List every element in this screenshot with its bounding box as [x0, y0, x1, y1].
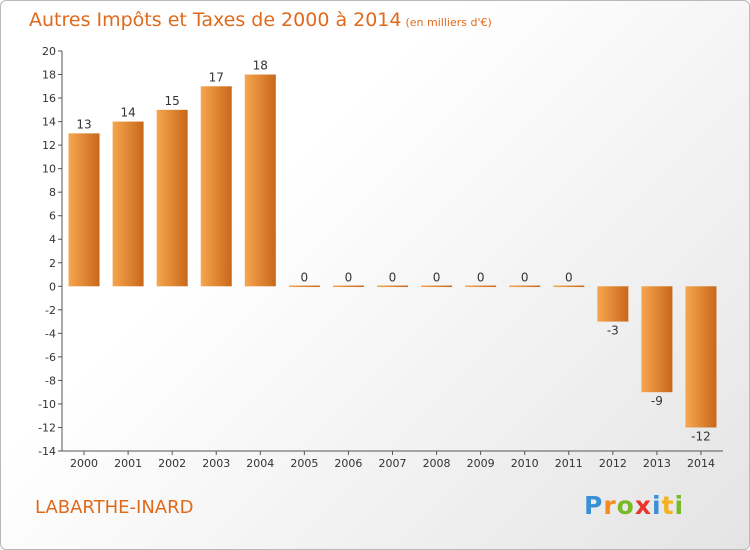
logo-letter: r: [603, 491, 617, 520]
data-label: 13: [76, 117, 91, 131]
bar: [68, 133, 100, 287]
bar: [641, 286, 673, 393]
chart-title-text: Autres Impôts et Taxes de 2000 à 2014: [29, 9, 402, 31]
y-tick-label: -2: [45, 304, 56, 317]
logo-letter: i: [674, 491, 685, 520]
x-tick-label: 2002: [158, 457, 186, 470]
x-tick-label: 2011: [555, 457, 583, 470]
data-labels: 13 14 15 17 18 0 0 0 0 0 0 0 -3 -9 -12: [76, 59, 710, 444]
x-tick-label: 2007: [379, 457, 407, 470]
x-tick-label: 2006: [334, 457, 362, 470]
y-tick-label: 20: [42, 45, 56, 58]
y-tick-label: 12: [42, 139, 56, 152]
x-tick-label: 2003: [202, 457, 230, 470]
y-tick-label: 18: [42, 69, 56, 82]
y-tick-label: -4: [45, 327, 56, 340]
commune-name: LABARTHE-INARD: [35, 497, 194, 518]
logo-letter: t: [661, 491, 675, 520]
y-tick-label: 6: [49, 210, 56, 223]
x-tick-label: 2013: [643, 457, 671, 470]
x-tick-label: 2008: [423, 457, 451, 470]
data-label: 17: [209, 70, 224, 84]
bar: [288, 285, 320, 288]
data-label: -9: [651, 394, 663, 408]
bars: [68, 74, 717, 428]
data-label: 18: [253, 59, 268, 73]
y-tick-label: 2: [49, 257, 56, 270]
proxiti-logo: Proxiti: [584, 491, 684, 520]
data-label: 0: [565, 270, 573, 284]
bar: [465, 285, 497, 288]
bar: [200, 86, 232, 287]
chart-title: Autres Impôts et Taxes de 2000 à 2014 (en…: [29, 9, 492, 31]
y-tick-label: -10: [38, 398, 56, 411]
y-tick-label: 10: [42, 163, 56, 176]
bar: [509, 285, 541, 288]
data-label: -12: [691, 429, 711, 443]
data-label: 0: [433, 270, 441, 284]
data-label: 0: [477, 270, 485, 284]
bar: [553, 285, 585, 288]
data-label: 14: [120, 106, 135, 120]
bar: [597, 286, 629, 322]
data-label: 0: [389, 270, 397, 284]
y-tick-label: 16: [42, 92, 56, 105]
y-tick-label: -14: [38, 445, 56, 458]
x-tick-label: 2012: [599, 457, 627, 470]
data-label: 0: [521, 270, 529, 284]
x-tick-label: 2000: [70, 457, 98, 470]
y-tick-label: 8: [49, 186, 56, 199]
data-label: -3: [607, 324, 619, 338]
x-tick-label: 2014: [687, 457, 715, 470]
data-label: 0: [345, 270, 353, 284]
y-tick-label: 4: [49, 233, 56, 246]
bar: [112, 121, 144, 287]
data-label: 15: [165, 94, 180, 108]
data-label: 0: [301, 270, 309, 284]
x-tick-label: 2010: [511, 457, 539, 470]
logo-letter: i: [652, 491, 662, 520]
x-tick-label: 2001: [114, 457, 142, 470]
y-tick-label: 14: [42, 116, 56, 129]
bar: [421, 285, 453, 288]
logo-letter: o: [616, 491, 635, 520]
chart-unit-label: (en milliers d'€): [405, 16, 492, 29]
bar: [156, 109, 188, 287]
y-tick-label: -6: [45, 351, 56, 364]
logo-letter: P: [584, 491, 604, 520]
bar: [332, 285, 364, 288]
logo-letter: x: [634, 491, 652, 520]
y-tick-label: -12: [38, 421, 56, 434]
y-tick-label: -8: [45, 374, 56, 387]
x-tick-label: 2005: [290, 457, 318, 470]
bar: [685, 286, 717, 428]
x-tick-label: 2009: [467, 457, 495, 470]
bar: [377, 285, 408, 288]
bar: [244, 74, 276, 287]
x-tick-label: 2004: [246, 457, 274, 470]
y-tick-label: 0: [49, 280, 56, 293]
